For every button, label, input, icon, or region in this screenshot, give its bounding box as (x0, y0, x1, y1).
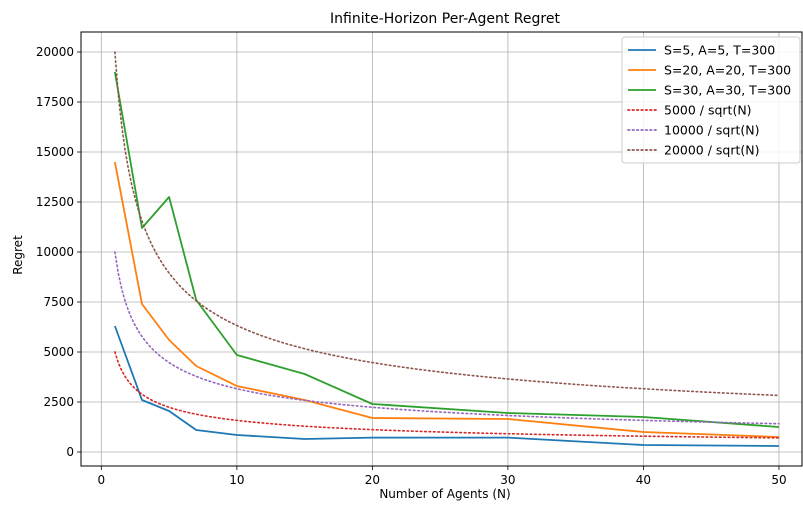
y-tick-label: 20000 (36, 45, 74, 59)
legend-label: S=20, A=20, T=300 (664, 63, 791, 78)
y-tick-label: 15000 (36, 145, 74, 159)
legend-label: 20000 / sqrt(N) (664, 143, 760, 158)
x-axis-title: Number of Agents (N) (379, 487, 510, 501)
x-tick-label: 30 (500, 473, 515, 487)
legend-label: S=5, A=5, T=300 (664, 43, 775, 58)
series-line-6 (114, 51, 780, 397)
x-tick-label: 20 (365, 473, 380, 487)
series-line-1 (114, 325, 779, 447)
x-tick-label: 0 (98, 473, 106, 487)
series-line-3 (113, 71, 780, 428)
legend-label: 10000 / sqrt(N) (664, 123, 760, 138)
series-line-2 (113, 161, 779, 438)
series-line-4 (114, 351, 780, 439)
legend: S=5, A=5, T=300 S=20, A=20, T=300 S=30, A=… (621, 36, 801, 164)
plot-frame (80, 31, 803, 467)
x-tick-label: 10 (229, 473, 244, 487)
y-axis-title: Regret (11, 235, 25, 275)
x-tick-label: 40 (636, 473, 651, 487)
y-tick-label: 12500 (36, 195, 74, 209)
axis-ticks: 0 10 20 30 40 50 0 2500 5000 7500 10000 12500 15000 1… (36, 45, 787, 487)
y-tick-label: 2500 (43, 395, 74, 409)
x-tick-label: 50 (771, 473, 786, 487)
legend-label: 5000 / sqrt(N) (664, 103, 752, 118)
chart-title: Infinite-Horizon Per-Agent Regret (330, 11, 560, 27)
y-tick-label: 0 (66, 445, 74, 459)
y-tick-label: 17500 (36, 95, 74, 109)
y-tick-label: 10000 (36, 245, 74, 259)
series-line-5 (114, 251, 780, 425)
series-lines (113, 51, 780, 447)
legend-box (621, 36, 801, 164)
y-tick-label: 7500 (43, 295, 74, 309)
legend-label: S=30, A=30, T=300 (664, 83, 791, 98)
y-tick-label: 5000 (43, 345, 74, 359)
